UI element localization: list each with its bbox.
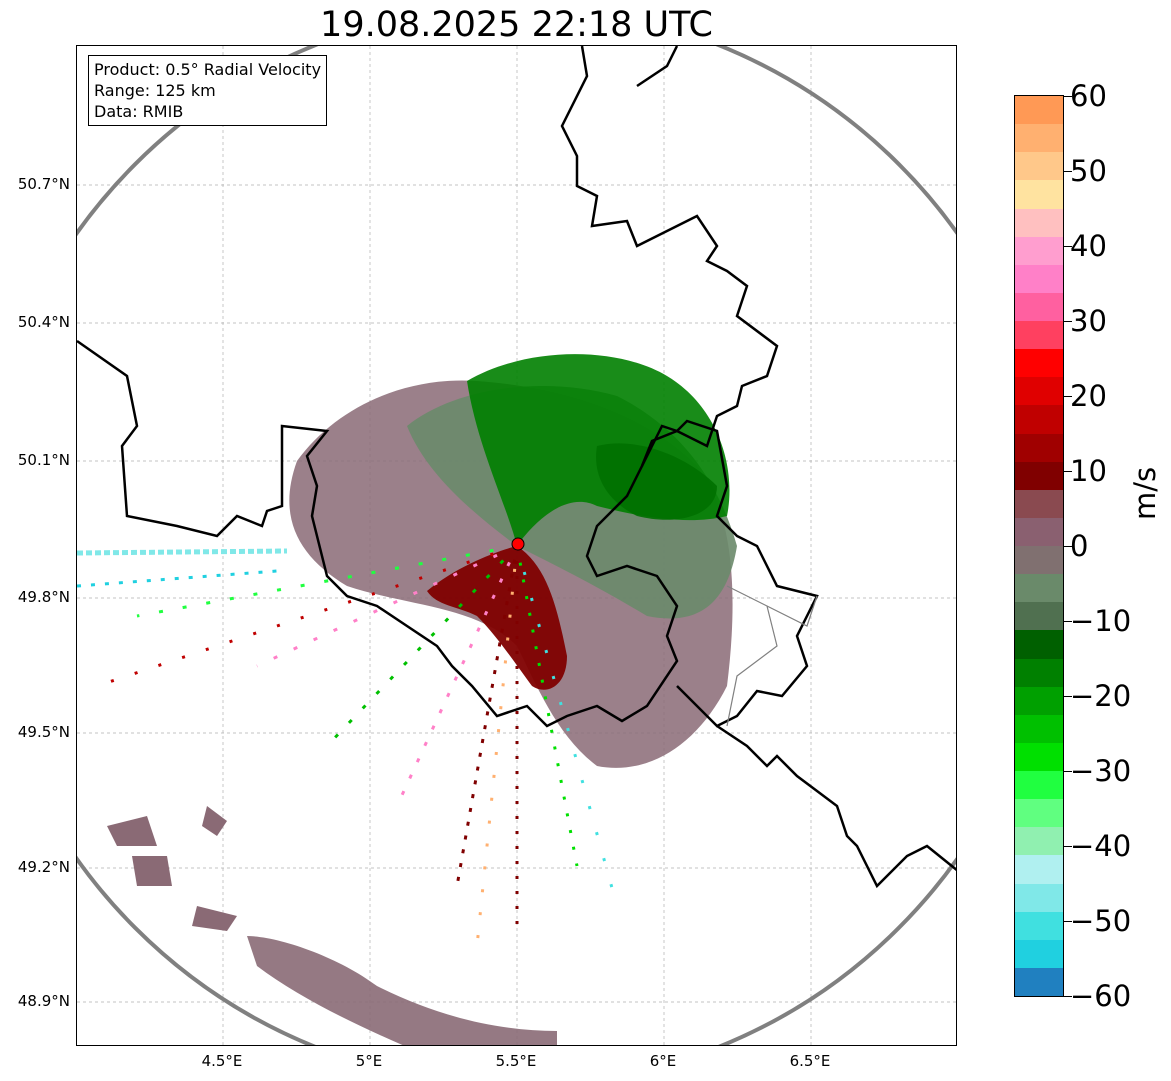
colorbar: [1014, 95, 1064, 997]
colorbar-segment: [1015, 827, 1063, 856]
lat-label: 50.7°N: [17, 175, 70, 193]
colorbar-segment: [1015, 742, 1063, 772]
radar-site-marker[interactable]: [511, 537, 525, 551]
colorbar-tick: [1064, 921, 1072, 922]
colorbar-tick: [1064, 546, 1072, 547]
colorbar-segment: [1015, 405, 1063, 435]
colorbar-tick-label: 30: [1070, 304, 1107, 338]
map-title: 19.08.2025 22:18 UTC: [320, 5, 713, 45]
colorbar-tick-label: −50: [1070, 904, 1132, 938]
colorbar-tick: [1064, 696, 1072, 697]
colorbar-segment: [1015, 799, 1063, 828]
colorbar-tick: [1064, 171, 1072, 172]
colorbar-segment: [1015, 630, 1063, 660]
colorbar-tick: [1064, 471, 1072, 472]
colorbar-tick: [1064, 771, 1072, 772]
colorbar-segment: [1015, 602, 1063, 631]
radar-map[interactable]: [76, 45, 957, 1046]
colorbar-tick: [1064, 96, 1072, 97]
colorbar-unit: m/s: [1128, 466, 1162, 520]
lon-label: 6°E: [649, 1052, 677, 1070]
colorbar-segment: [1015, 714, 1063, 744]
region-borders: [726, 585, 818, 727]
colorbar-tick-label: −60: [1070, 979, 1132, 1013]
colorbar-tick-label: −20: [1070, 679, 1132, 713]
radar-canvas: [77, 46, 956, 1045]
colorbar-tick-label: −30: [1070, 754, 1132, 788]
product-label: Product: 0.5° Radial Velocity: [94, 60, 322, 79]
colorbar-segment: [1015, 967, 1063, 996]
colorbar-tick: [1064, 996, 1072, 997]
lat-label: 50.1°N: [17, 451, 70, 469]
colorbar-segment: [1015, 264, 1063, 294]
colorbar-tick: [1064, 846, 1072, 847]
colorbar-tick-label: 10: [1070, 454, 1107, 488]
colorbar-segment: [1015, 939, 1063, 969]
colorbar-segment: [1015, 574, 1063, 603]
colorbar-segment: [1015, 124, 1063, 153]
colorbar-segment: [1015, 546, 1063, 575]
colorbar-tick-label: 20: [1070, 379, 1107, 413]
colorbar-segment: [1015, 911, 1063, 941]
range-label: Range: 125 km: [94, 81, 216, 100]
colorbar-segment: [1015, 208, 1063, 238]
velocity-echoes: [77, 354, 737, 1045]
lon-label: 5.5°E: [495, 1052, 537, 1070]
colorbar-tick-label: −40: [1070, 829, 1132, 863]
colorbar-tick: [1064, 621, 1072, 622]
colorbar-tick: [1064, 246, 1072, 247]
colorbar-segment: [1015, 292, 1063, 322]
colorbar-segment: [1015, 883, 1063, 913]
colorbar-segment: [1015, 517, 1063, 547]
colorbar-segment: [1015, 349, 1063, 378]
colorbar-segment: [1015, 771, 1063, 800]
colorbar-segment: [1015, 855, 1063, 885]
colorbar-segment: [1015, 658, 1063, 688]
colorbar-tick: [1064, 321, 1072, 322]
lat-label: 48.9°N: [17, 992, 70, 1010]
lon-label: 6.5°E: [789, 1052, 831, 1070]
product-info-box: Product: 0.5° Radial Velocity Range: 125…: [88, 55, 328, 126]
lat-label: 49.5°N: [17, 723, 70, 741]
colorbar-segment: [1015, 433, 1063, 463]
colorbar-segment: [1015, 152, 1063, 181]
lat-label: 49.8°N: [17, 588, 70, 606]
colorbar-tick-label: 40: [1070, 229, 1107, 263]
colorbar-segment: [1015, 377, 1063, 406]
colorbar-segment: [1015, 96, 1063, 125]
colorbar-segment: [1015, 180, 1063, 210]
lat-label: 49.2°N: [17, 858, 70, 876]
colorbar-tick-label: −10: [1070, 604, 1132, 638]
colorbar-segment: [1015, 236, 1063, 266]
colorbar-segment: [1015, 686, 1063, 716]
colorbar-segment: [1015, 489, 1063, 519]
country-borders: [77, 46, 956, 889]
data-source-label: Data: RMIB: [94, 102, 184, 121]
colorbar-tick-label: 50: [1070, 154, 1107, 188]
lat-label: 50.4°N: [17, 313, 70, 331]
colorbar-segment: [1015, 321, 1063, 350]
colorbar-tick: [1064, 396, 1072, 397]
colorbar-segment: [1015, 461, 1063, 491]
colorbar-tick-label: 60: [1070, 79, 1107, 113]
colorbar-tick-label: 0: [1070, 529, 1089, 563]
lon-label: 5°E: [355, 1052, 383, 1070]
lon-label: 4.5°E: [201, 1052, 243, 1070]
